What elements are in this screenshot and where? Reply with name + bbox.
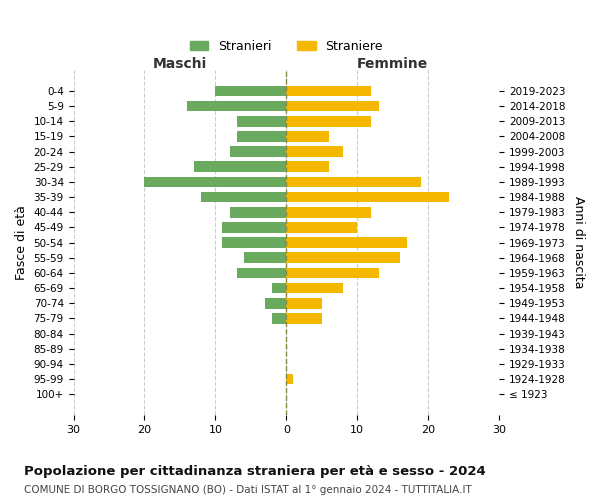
Bar: [272, 313, 286, 324]
Bar: [201, 192, 286, 202]
Bar: [286, 268, 379, 278]
Bar: [194, 162, 286, 172]
Bar: [223, 222, 286, 233]
Bar: [223, 238, 286, 248]
Bar: [286, 116, 371, 126]
Bar: [286, 131, 329, 142]
Bar: [286, 101, 379, 112]
Bar: [230, 146, 286, 157]
Bar: [265, 298, 286, 308]
Bar: [272, 283, 286, 294]
Bar: [286, 86, 371, 96]
Bar: [286, 374, 293, 384]
Legend: Stranieri, Straniere: Stranieri, Straniere: [185, 35, 388, 58]
Bar: [286, 207, 371, 218]
Bar: [236, 131, 286, 142]
Bar: [236, 268, 286, 278]
Bar: [215, 86, 286, 96]
Bar: [145, 176, 286, 188]
Bar: [286, 283, 343, 294]
Y-axis label: Fasce di età: Fasce di età: [15, 205, 28, 280]
Bar: [286, 238, 407, 248]
Text: Maschi: Maschi: [153, 57, 207, 71]
Bar: [286, 162, 329, 172]
Text: Popolazione per cittadinanza straniera per età e sesso - 2024: Popolazione per cittadinanza straniera p…: [24, 465, 486, 478]
Text: Femmine: Femmine: [357, 57, 428, 71]
Bar: [230, 207, 286, 218]
Text: COMUNE DI BORGO TOSSIGNANO (BO) - Dati ISTAT al 1° gennaio 2024 - TUTTITALIA.IT: COMUNE DI BORGO TOSSIGNANO (BO) - Dati I…: [24, 485, 472, 495]
Bar: [286, 222, 357, 233]
Bar: [286, 252, 400, 263]
Bar: [236, 116, 286, 126]
Bar: [187, 101, 286, 112]
Bar: [286, 298, 322, 308]
Bar: [286, 192, 449, 202]
Y-axis label: Anni di nascita: Anni di nascita: [572, 196, 585, 289]
Bar: [286, 176, 421, 188]
Bar: [286, 313, 322, 324]
Bar: [286, 146, 343, 157]
Bar: [244, 252, 286, 263]
